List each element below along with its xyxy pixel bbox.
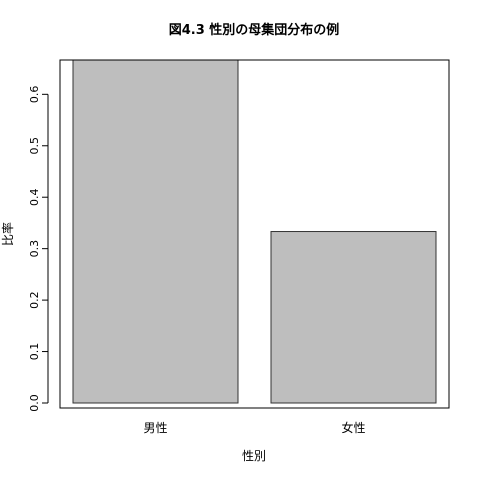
bar-1	[72, 59, 239, 404]
y-tick-label: 0.5	[28, 137, 41, 155]
x-category-label: 男性	[143, 421, 167, 435]
plot-frame	[59, 59, 450, 409]
x-axis-categories: 男性 女性	[143, 420, 365, 435]
y-tick-label: 0.2	[28, 291, 41, 309]
y-tick-label: 0.6	[28, 86, 41, 104]
bar-2	[270, 231, 437, 404]
x-axis-label: 性別	[242, 449, 266, 463]
bars-group	[72, 59, 437, 404]
x-category-label: 女性	[341, 420, 365, 435]
chart-title: 図4.3 性別の母集団分布の例	[169, 22, 340, 38]
y-axis: 0.0 0.1 0.2 0.3 0.4 0.5 0.6	[28, 86, 49, 412]
y-tick-label: 0.4	[28, 188, 41, 206]
y-tick-label: 0.1	[28, 343, 41, 361]
y-tick-label: 0.0	[28, 394, 41, 412]
y-axis-label: 比率	[0, 222, 15, 246]
y-tick-label: 0.3	[28, 240, 41, 258]
